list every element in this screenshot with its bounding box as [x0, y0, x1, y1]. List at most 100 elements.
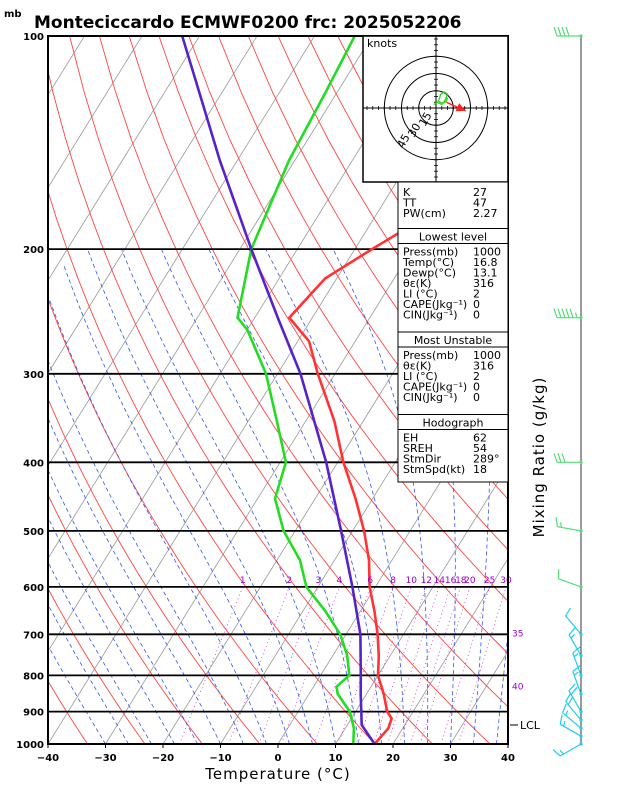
- mixing-ratio-label: 25: [484, 576, 495, 586]
- wind-barb-shaft: [568, 634, 582, 656]
- pressure-tick-label: 600: [23, 583, 44, 594]
- wind-barb-flag: [565, 607, 572, 617]
- panel-row-value: 0: [473, 298, 480, 311]
- wind-barb-flag: [561, 453, 566, 463]
- panel-section-title: Most Unstable: [414, 334, 493, 347]
- wind-barb-shaft: [558, 578, 582, 588]
- wind-barb-dot: [579, 726, 583, 730]
- isotherm: [48, 36, 373, 560]
- wind-barb-flag: [569, 308, 574, 318]
- isotherm: [48, 36, 315, 467]
- moist-adiabat: [208, 248, 382, 744]
- dry-adiabat: [218, 36, 508, 500]
- wind-barb-half-flag: [565, 710, 569, 716]
- panel-row-value: 0: [473, 381, 480, 394]
- wind-barb-shaft: [557, 526, 582, 532]
- wind-barb-flag: [557, 26, 562, 37]
- mixing-ratio-label: 30: [500, 576, 512, 586]
- wind-barb-shaft: [572, 671, 582, 695]
- pressure-tick-label: 900: [23, 708, 44, 719]
- panel-row-value: 1000: [473, 349, 501, 362]
- panel-row-label: CIN(Jkg⁻¹): [403, 391, 458, 404]
- temperature-tick-label: 40: [501, 753, 515, 764]
- panel-row-value: 0: [473, 309, 480, 322]
- panel-row-label: Temp(°C): [402, 256, 454, 269]
- panel-row-value: 54: [473, 442, 487, 455]
- wind-barb-flag: [561, 26, 566, 37]
- panel-row-label: K: [403, 186, 411, 199]
- wind-barb-shaft: [559, 723, 582, 737]
- wind-barb-half-flag: [559, 749, 565, 755]
- wind-barb-half-flag: [573, 653, 579, 658]
- dry-adiabat: [48, 69, 433, 744]
- mixing-ratio-label: 14: [433, 576, 445, 586]
- mixing-ratio-line: [281, 586, 340, 744]
- panel-row-label: PW(cm): [403, 207, 446, 220]
- pressure-tick-label: 700: [23, 630, 44, 641]
- panel-row-label: θε(K): [403, 360, 431, 373]
- profile-parcel: [180, 36, 376, 744]
- temperature-tick-label: 20: [386, 753, 400, 764]
- isotherm: [162, 186, 508, 744]
- panel-row-value: 316: [473, 360, 494, 373]
- wind-barb-flag: [567, 696, 574, 706]
- panel-row-label: EH: [403, 432, 418, 445]
- wind-barb-half-flag: [563, 720, 566, 727]
- panel-row-value: 0: [473, 391, 480, 404]
- panel-row-value: 13.1: [473, 267, 498, 280]
- wind-barb-shaft: [565, 615, 582, 635]
- panel-row-label: θε(K): [403, 277, 431, 290]
- panel-row-value: 2.27: [473, 207, 498, 220]
- panel-row-value: 2: [473, 370, 480, 383]
- moist-adiabat: [496, 628, 508, 744]
- dry-adiabat: [48, 494, 203, 744]
- mixing-ratio-label: 12: [421, 576, 432, 586]
- wet-bulb-label: 40: [512, 682, 524, 692]
- profile-temperature: [287, 162, 508, 744]
- pressure-tick-label: 400: [23, 458, 44, 469]
- indices-panel: K 27 TT 47 PW(cm) 2.27 Lowest level Press(mb) 10…: [397, 181, 509, 483]
- wind-barb-dot: [579, 692, 583, 696]
- mixing-ratio-label: 4: [337, 576, 343, 586]
- panel-row-value: 16.8: [473, 256, 498, 269]
- wind-barb-flag: [572, 646, 581, 654]
- chart-title: Monteciccardo ECMWF0200 frc: 2025052206: [34, 13, 462, 33]
- wind-barb-flag: [568, 683, 576, 692]
- hodograph-ring: [401, 73, 471, 143]
- wind-barb-flag: [570, 686, 578, 695]
- isotherm: [392, 557, 508, 744]
- wind-barb-flag: [552, 749, 561, 757]
- panel-row-label: LI (°C): [403, 288, 438, 301]
- dry-adiabat: [188, 36, 508, 551]
- panel-row-label: Press(mb): [403, 246, 458, 259]
- hodograph-ring-label: 30: [405, 121, 423, 140]
- temperature-tick-labels: −40 −30 −20 −10 0 10 20 30 40: [37, 744, 515, 764]
- wind-barb-dot: [579, 742, 583, 746]
- hodograph-trace: [433, 91, 449, 106]
- wind-barb-flag: [565, 26, 570, 37]
- moist-adiabat: [48, 644, 106, 744]
- mixing-ratio-line: [179, 586, 244, 744]
- panel-row-value: 2: [473, 288, 480, 301]
- pressure-tick-label: 200: [23, 245, 44, 256]
- panel-row-value: 62: [473, 432, 487, 445]
- mixing-ratio-line: [399, 586, 451, 744]
- dry-adiabat: [48, 587, 146, 744]
- panel-row-label: TT: [402, 197, 417, 210]
- dry-adiabat: [158, 36, 508, 602]
- moist-adiabat: [48, 516, 175, 744]
- lcl-label: LCL: [520, 719, 541, 732]
- moist-adiabat: [48, 359, 244, 744]
- moist-adiabat: [48, 417, 221, 744]
- wind-barb-flag: [557, 308, 562, 318]
- pressure-tick-label: 1000: [16, 740, 44, 751]
- moist-adiabat: [48, 468, 198, 744]
- profile-dewpoint: [236, 36, 356, 744]
- wind-barb-half-flag: [560, 522, 562, 528]
- panel-row-label: StmDir: [403, 453, 442, 466]
- wind-barb-dot: [579, 673, 583, 678]
- wind-barb-dot: [579, 316, 583, 320]
